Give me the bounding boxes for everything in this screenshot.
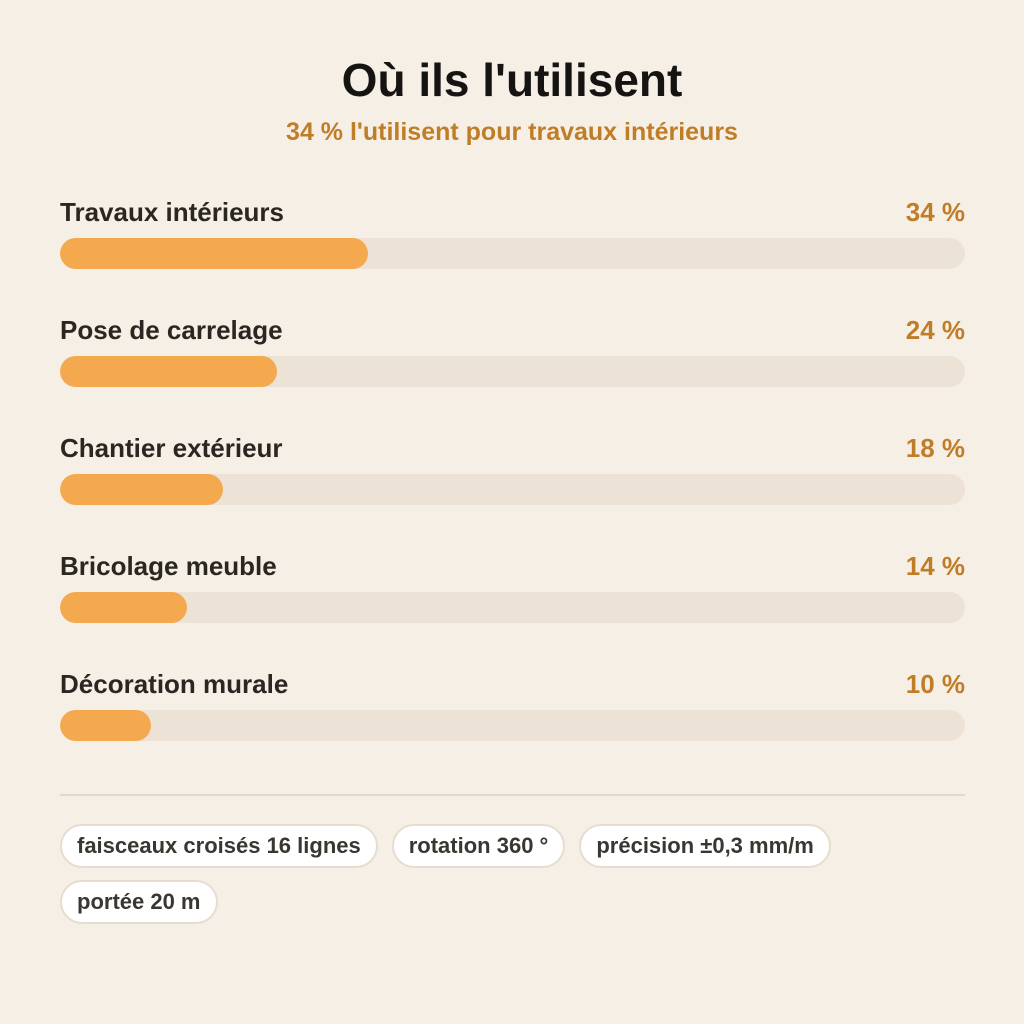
value-label: 24 % [905,315,965,345]
chart-row: Travaux intérieurs 34 % [60,192,965,310]
chart-row: Bricolage meuble 14 % [60,546,965,664]
category-label: Chantier extérieur [60,433,283,463]
value-label: 18 % [905,433,965,463]
bar [60,238,368,269]
category-label: Pose de carrelage [60,315,283,345]
category-label: Travaux intérieurs [60,197,284,227]
bar-track [60,710,965,741]
bar [60,710,151,741]
bar [60,474,223,505]
value-label: 10 % [905,669,965,699]
feature-tag: rotation 360 ° [391,824,566,868]
bar [60,356,278,387]
bar-track [60,356,965,387]
category-label: Bricolage meuble [60,551,277,581]
feature-tag: précision ±0,3 mm/m [579,824,831,868]
page-title: Où ils l'utilisent [341,54,683,106]
feature-tag: portée 20 m [60,880,218,924]
value-label: 14 % [905,551,965,581]
chart-row: Chantier extérieur 18 % [60,428,965,546]
bar [60,592,187,623]
category-label: Décoration murale [60,669,289,699]
bar-track [60,474,965,505]
feature-tag: faisceaux croisés 16 lignes [60,824,378,868]
value-label: 34 % [905,197,965,227]
chart-row: Décoration murale 10 % [60,664,965,782]
chart-row: Pose de carrelage 24 % [60,310,965,428]
bar-chart: Travaux intérieurs 34 % Pose de carrelage 2… [60,192,965,782]
divider [60,794,965,796]
page-subtitle: 34 % l'utilisent pour travaux intérieurs [286,118,738,146]
bar-track [60,592,965,623]
feature-tags: faisceaux croisés 16 lignes rotation 360 … [60,824,965,924]
bar-track [60,238,965,269]
